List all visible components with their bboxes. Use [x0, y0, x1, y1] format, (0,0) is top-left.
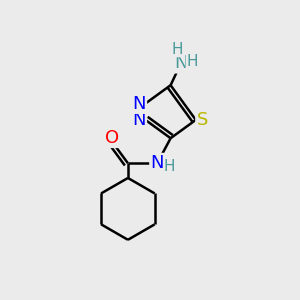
Text: H: H — [186, 54, 198, 69]
Text: O: O — [105, 129, 119, 147]
Text: H: H — [164, 159, 176, 174]
Text: N: N — [132, 94, 146, 112]
Text: H: H — [172, 41, 183, 56]
Text: S: S — [196, 111, 208, 129]
Text: N: N — [132, 111, 146, 129]
Text: N: N — [174, 54, 188, 72]
Text: N: N — [151, 154, 164, 172]
